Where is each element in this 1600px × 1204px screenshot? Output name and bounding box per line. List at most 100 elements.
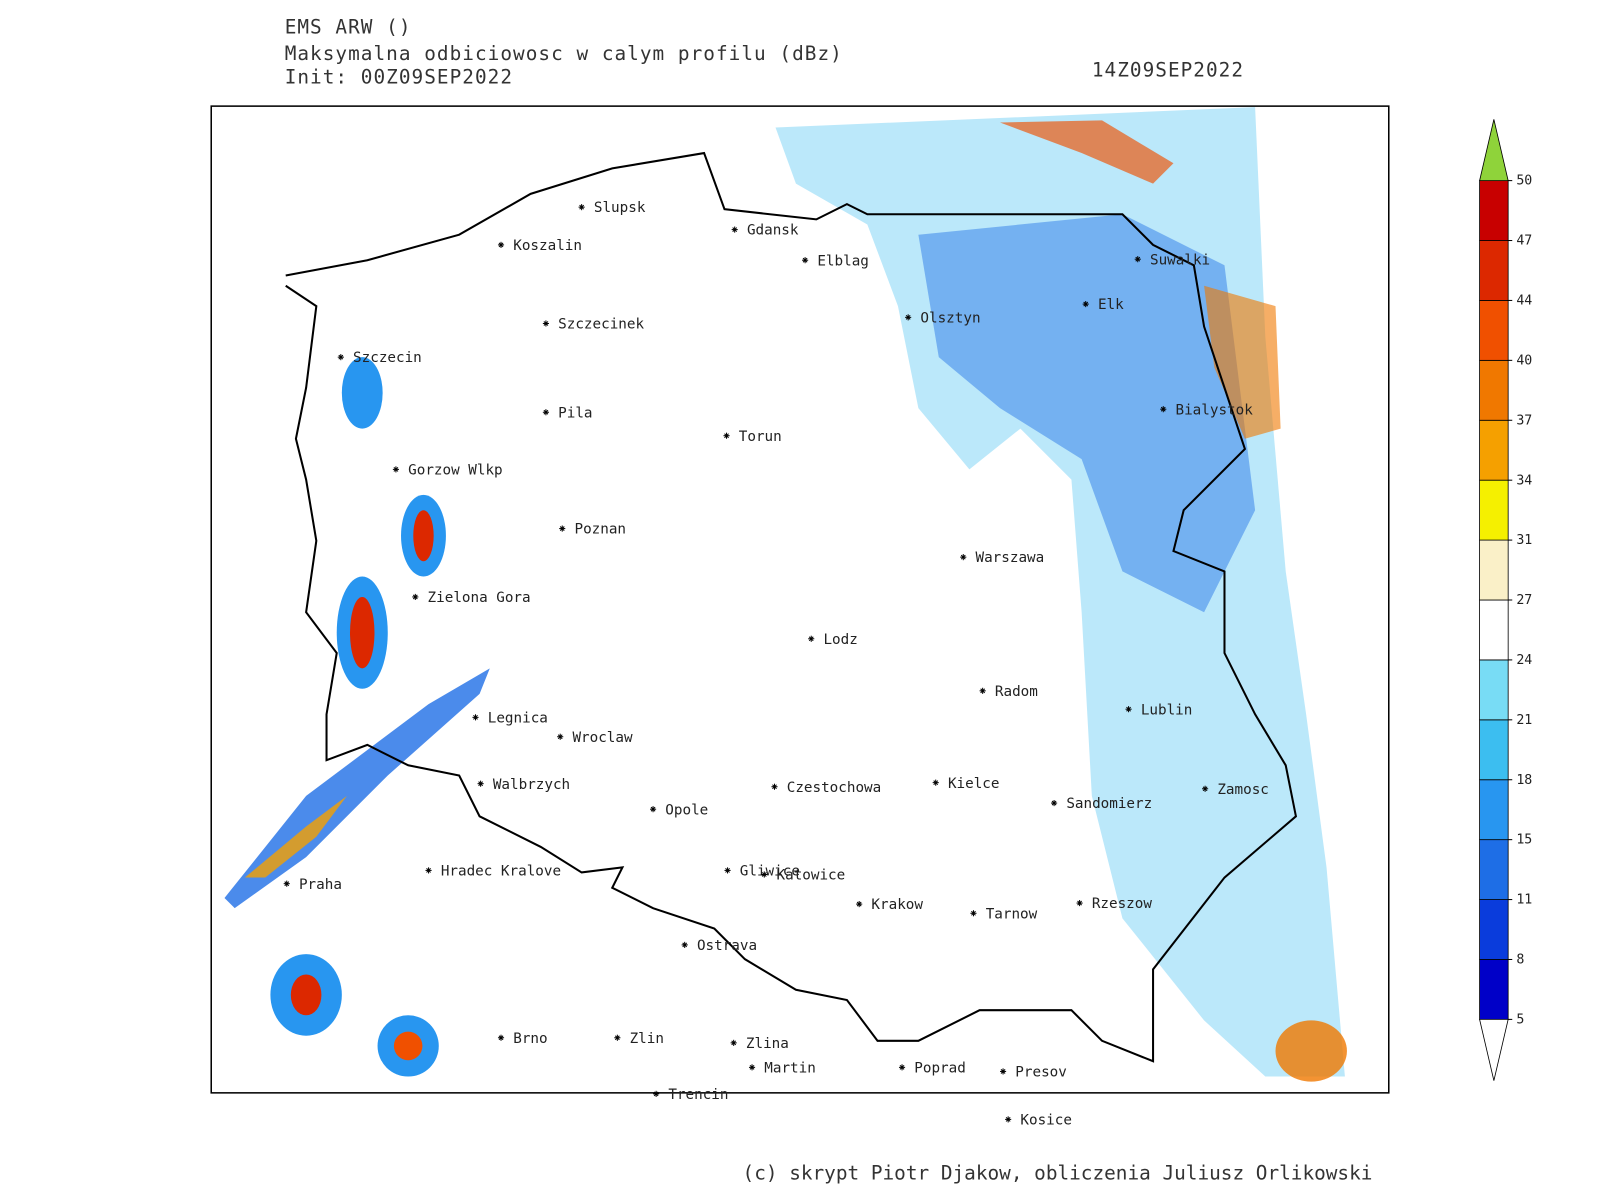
city-star	[1005, 1116, 1011, 1122]
city-label: Szczecin	[353, 350, 422, 366]
city-star	[725, 868, 730, 873]
city-label: Zamosc	[1217, 782, 1269, 798]
colorbar-label: 40	[1516, 353, 1532, 368]
city-label: Ostrava	[697, 938, 757, 954]
city-star	[1135, 256, 1141, 262]
city-marker	[542, 409, 549, 416]
city-marker	[425, 867, 432, 874]
city-star	[473, 714, 478, 720]
title: EMS ARW ()	[285, 16, 412, 39]
colorbar-label: 31	[1516, 533, 1532, 548]
colorbar-label: 44	[1516, 294, 1532, 309]
city-label: Trencin	[668, 1087, 728, 1103]
echo-area	[1000, 120, 1174, 184]
city-star	[498, 1035, 504, 1041]
colorbar-label: 18	[1516, 773, 1532, 788]
city-label: Slupsk	[594, 200, 646, 216]
border	[285, 151, 1298, 1063]
colorbar-swatch	[1479, 479, 1509, 541]
city-marker	[559, 525, 566, 532]
city-label: Zlin	[630, 1031, 664, 1047]
city-star	[284, 881, 290, 887]
city-marker	[932, 779, 939, 786]
colorbar-swatch	[1479, 300, 1509, 361]
city-marker	[477, 780, 484, 787]
city-star	[1126, 706, 1131, 712]
city-star	[653, 1091, 659, 1097]
city-marker	[748, 1064, 756, 1071]
city-star	[802, 257, 808, 263]
city-star	[393, 466, 399, 472]
city-marker	[412, 593, 419, 600]
echo-area	[1204, 285, 1281, 439]
city-marker	[1160, 406, 1167, 413]
city-label: Suwalki	[1150, 252, 1210, 268]
city-label: Czestochowa	[787, 780, 881, 796]
city-star	[614, 1035, 620, 1041]
colorbar-swatch	[1479, 539, 1509, 601]
colorbar-label: 21	[1516, 713, 1532, 728]
city-marker	[802, 257, 809, 264]
city-star	[971, 910, 976, 916]
city-layer: Slupsk Koszalin Gdansk Elblag Suwalki Elk Szcz…	[283, 200, 1269, 1128]
city-label: Legnica	[488, 710, 548, 726]
city-label: Gliwice	[740, 864, 800, 880]
city-star	[1202, 786, 1208, 792]
colorbar-label: 50	[1516, 174, 1532, 189]
map-frame	[210, 105, 1390, 1094]
city-marker	[497, 1034, 505, 1041]
city-marker	[771, 783, 778, 790]
city-star	[808, 636, 814, 642]
city-label: Walbrzych	[493, 777, 570, 793]
city-star	[856, 901, 862, 907]
city-label: Sandomierz	[1066, 796, 1152, 812]
city-label: Zielona Gora	[428, 590, 531, 606]
city-marker	[1202, 785, 1209, 792]
city-label: Presov	[1015, 1065, 1067, 1081]
echo-area	[413, 510, 434, 562]
city-label: Elblag	[817, 253, 869, 269]
city-marker	[392, 466, 399, 473]
city-star	[426, 868, 431, 873]
city-marker	[1051, 800, 1058, 807]
city-marker	[1005, 1116, 1012, 1123]
colorbar-label: 8	[1516, 953, 1524, 968]
city-marker	[1134, 256, 1141, 263]
city-marker	[497, 241, 505, 248]
echo-area	[244, 795, 347, 878]
city-label: Radom	[995, 684, 1038, 700]
city-label: Opole	[665, 802, 708, 818]
city-star	[1051, 800, 1057, 806]
colorbar-label: 11	[1516, 893, 1532, 908]
city-star	[905, 314, 911, 320]
city-marker	[730, 1039, 737, 1046]
city-marker	[1082, 301, 1089, 308]
colorbar-swatch	[1479, 419, 1509, 481]
city-label: Olsztyn	[920, 310, 980, 326]
city-star	[1077, 900, 1082, 906]
city-label: Warszawa	[976, 550, 1045, 566]
city-label: Kielce	[948, 776, 1000, 792]
city-marker	[979, 687, 986, 694]
city-marker	[731, 226, 738, 233]
city-label: Gorzow Wlkp	[408, 462, 502, 478]
colorbar-label: 24	[1516, 653, 1532, 668]
city-label: Hradec Kralove	[441, 864, 561, 880]
city-marker	[761, 871, 768, 878]
city-label: Rzeszow	[1092, 896, 1153, 912]
city-star	[1000, 1069, 1006, 1074]
colorbar-swatch	[1479, 719, 1509, 781]
echo-area	[350, 596, 375, 669]
city-label: Katowice	[777, 868, 846, 884]
colorbar-swatch	[1479, 180, 1509, 241]
city-marker	[905, 314, 912, 321]
colorbar-swatch	[1479, 839, 1509, 900]
city-marker	[1000, 1068, 1007, 1075]
city-label: Tarnow	[986, 906, 1038, 922]
city-star	[478, 781, 484, 787]
city-label: Praha	[299, 877, 342, 893]
init-time: Init: 00Z09SEP2022	[285, 66, 513, 89]
city-label: Szczecinek	[558, 317, 644, 333]
colorbar-swatch	[1479, 899, 1509, 960]
